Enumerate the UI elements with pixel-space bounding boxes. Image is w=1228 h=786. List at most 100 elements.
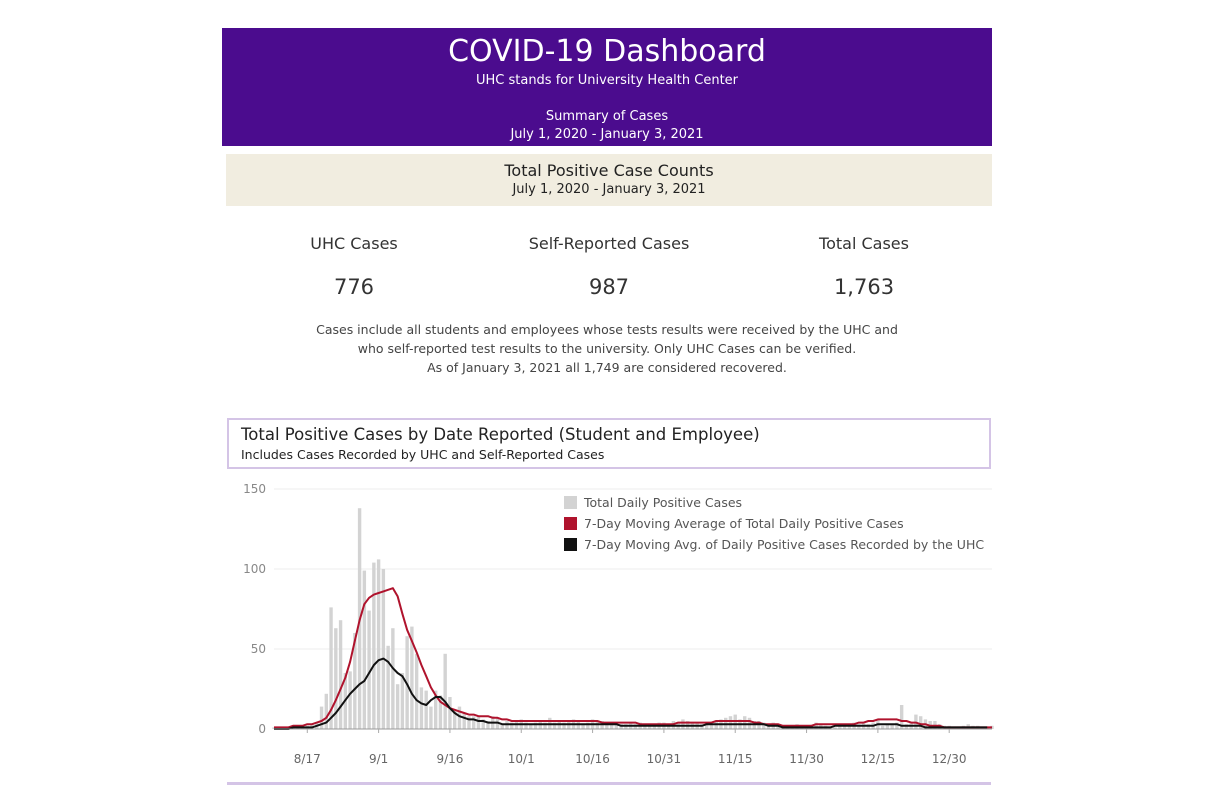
kpi-uhc-cases: UHC Cases 776 [254, 234, 454, 299]
kpi-self-reported-cases: Self-Reported Cases 987 [509, 234, 709, 299]
daily-case-bar [524, 722, 528, 729]
daily-case-bar [681, 719, 685, 729]
section-divider [227, 782, 991, 785]
daily-case-bar [419, 687, 424, 729]
daily-case-bar [467, 716, 471, 729]
daily-case-bar [457, 706, 462, 729]
x-tick-label: 11/15 [718, 752, 753, 766]
daily-case-bar [386, 645, 390, 729]
note-line: who self-reported test results to the un… [357, 341, 857, 356]
daily-case-bar [486, 721, 490, 729]
moving-average-line [274, 587, 992, 729]
daily-case-bar [362, 570, 367, 729]
daily-case-bar [899, 705, 904, 729]
daily-case-bar [334, 628, 338, 729]
daily-case-bar [329, 607, 333, 729]
daily-case-bar [880, 725, 885, 729]
daily-case-bar [605, 722, 609, 729]
x-tick-label: 10/16 [575, 752, 610, 766]
case-count-band: Total Positive Case Counts July 1, 2020 … [226, 154, 992, 206]
daily-case-bar [476, 716, 481, 729]
daily-case-bar [376, 559, 381, 729]
daily-case-bar [452, 709, 457, 729]
daily-case-bar [400, 673, 405, 729]
daily-case-bar [705, 724, 709, 729]
kpi-value: 776 [333, 275, 375, 299]
x-tick-label: 8/17 [294, 752, 321, 766]
daily-case-bar [481, 719, 485, 729]
daily-case-bar [890, 724, 894, 729]
legend-swatch [564, 496, 577, 509]
x-tick-label: 10/1 [508, 752, 535, 766]
legend-swatch [564, 538, 577, 551]
dashboard-subtitle: UHC stands for University Health Center [475, 73, 739, 88]
daily-case-bar [533, 722, 538, 729]
daily-case-bar [348, 671, 352, 729]
daily-case-bar [338, 620, 343, 729]
daily-case-bar [833, 727, 837, 729]
daily-case-bar [443, 653, 447, 729]
daily-case-bar [895, 722, 899, 729]
x-tick-label: 10/31 [647, 752, 682, 766]
moving-average-line [274, 657, 988, 730]
x-tick-label: 11/30 [789, 752, 824, 766]
daily-case-bar [372, 562, 376, 729]
daily-case-bar [885, 724, 890, 729]
daily-case-bar [529, 724, 533, 729]
daily-case-bar [367, 610, 371, 729]
daily-case-bar [424, 690, 428, 729]
daily-case-bar [543, 722, 547, 729]
y-tick-label: 50 [251, 642, 266, 656]
daily-case-bar [709, 722, 714, 729]
daily-case-bar [728, 716, 733, 729]
daily-case-bar [838, 725, 842, 729]
legend-swatch [564, 517, 577, 530]
x-tick-label: 9/16 [436, 752, 463, 766]
kpi-total-cases: Total Cases 1,763 [764, 234, 964, 299]
daily-case-bar [324, 693, 329, 729]
kpi-label: Total Cases [819, 234, 909, 253]
daily-case-bar [395, 684, 400, 729]
daily-case-bar [581, 724, 585, 729]
daily-case-bar [414, 653, 419, 729]
daily-case-bar [614, 722, 619, 729]
dashboard: COVID-19 Dashboard UHC stands for Univer… [222, 28, 992, 377]
daily-case-bar [918, 716, 923, 729]
daily-case-bar [381, 569, 386, 729]
kpi-value: 987 [588, 275, 630, 299]
daily-case-bar [762, 722, 766, 729]
daily-case-bar [433, 690, 438, 729]
daily-case-bar [438, 695, 443, 729]
daily-case-bar [743, 716, 747, 729]
note-line: Cases include all students and employees… [316, 322, 898, 337]
kpi-label: UHC Cases [310, 234, 398, 253]
y-tick-label: 0 [258, 722, 266, 736]
x-tick-label: 12/15 [861, 752, 896, 766]
dashboard-title: COVID-19 Dashboard [448, 34, 766, 69]
summary-range: July 1, 2020 - January 3, 2021 [510, 127, 704, 142]
chart-axes: 0 50 100 150 8/17 9/1 9/16 10/1 10/16 10/31 11/15 1… [243, 482, 992, 766]
dashboard-header: COVID-19 Dashboard UHC stands for Univer… [222, 28, 992, 146]
x-tick-label: 9/1 [369, 752, 388, 766]
legend-label: Total Daily Positive Cases [583, 495, 742, 510]
chart-legend: Total Daily Positive Cases 7-Day Moving A… [564, 495, 984, 552]
chart-title-box: Total Positive Cases by Date Reported (S… [227, 418, 991, 469]
kpi-value: 1,763 [833, 275, 895, 299]
kpi-label: Self-Reported Cases [528, 234, 690, 253]
daily-case-bar [391, 628, 395, 729]
daily-case-bar [448, 697, 452, 729]
daily-case-bar [609, 724, 614, 729]
daily-case-bar [562, 722, 566, 729]
cases-chart[interactable]: 0 50 100 150 8/17 9/1 9/16 10/1 10/16 10/31 11/15 1… [222, 478, 1002, 778]
legend-label: 7-Day Moving Avg. of Daily Positive Case… [584, 537, 984, 552]
daily-case-bar [319, 706, 324, 729]
case-count-title: Total Positive Case Counts [504, 161, 714, 180]
daily-case-bar [510, 722, 514, 729]
chart-title: Total Positive Cases by Date Reported (S… [241, 425, 760, 444]
daily-case-bar [814, 722, 818, 729]
daily-case-bar [472, 716, 476, 729]
daily-case-bar [500, 724, 504, 729]
note-line: As of January 3, 2021 all 1,749 are cons… [427, 360, 787, 375]
cases-note: Cases include all students and employees… [222, 320, 992, 377]
case-count-range: July 1, 2020 - January 3, 2021 [512, 182, 706, 197]
